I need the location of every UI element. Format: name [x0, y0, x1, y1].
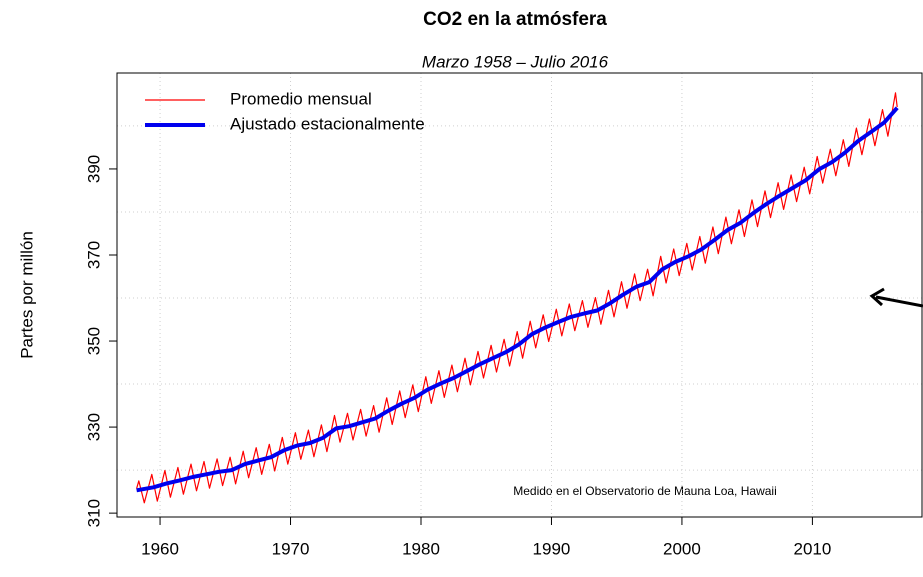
legend-label: Promedio mensual [230, 89, 372, 108]
arrow-shaft [875, 295, 923, 308]
arrow [869, 287, 923, 308]
legend-label: Ajustado estacionalmente [230, 114, 425, 133]
y-tick-label: 370 [84, 241, 103, 269]
x-tick-label: 1980 [402, 539, 440, 558]
data-line [136, 106, 899, 493]
x-tick-label: 2000 [663, 539, 701, 558]
chart-subtitle: Marzo 1958 – Julio 2016 [422, 52, 609, 71]
y-tick-label: 350 [84, 327, 103, 355]
data-line [136, 92, 898, 504]
x-tick-label: 1970 [272, 539, 310, 558]
annotation: Medido en el Observatorio de Mauna Loa, … [513, 484, 776, 498]
y-tick-label: 330 [84, 413, 103, 441]
y-axis-label: Partes por millón [17, 231, 36, 359]
arrow-head [869, 287, 885, 307]
x-tick-label: 1990 [533, 539, 571, 558]
y-tick-label: 310 [84, 499, 103, 527]
x-tick-label: 2010 [793, 539, 831, 558]
plot-frame [116, 72, 923, 518]
chart-title: CO2 en la atmósfera [423, 9, 607, 30]
x-tick-label: 1960 [141, 539, 179, 558]
y-tick-label: 390 [84, 155, 103, 183]
